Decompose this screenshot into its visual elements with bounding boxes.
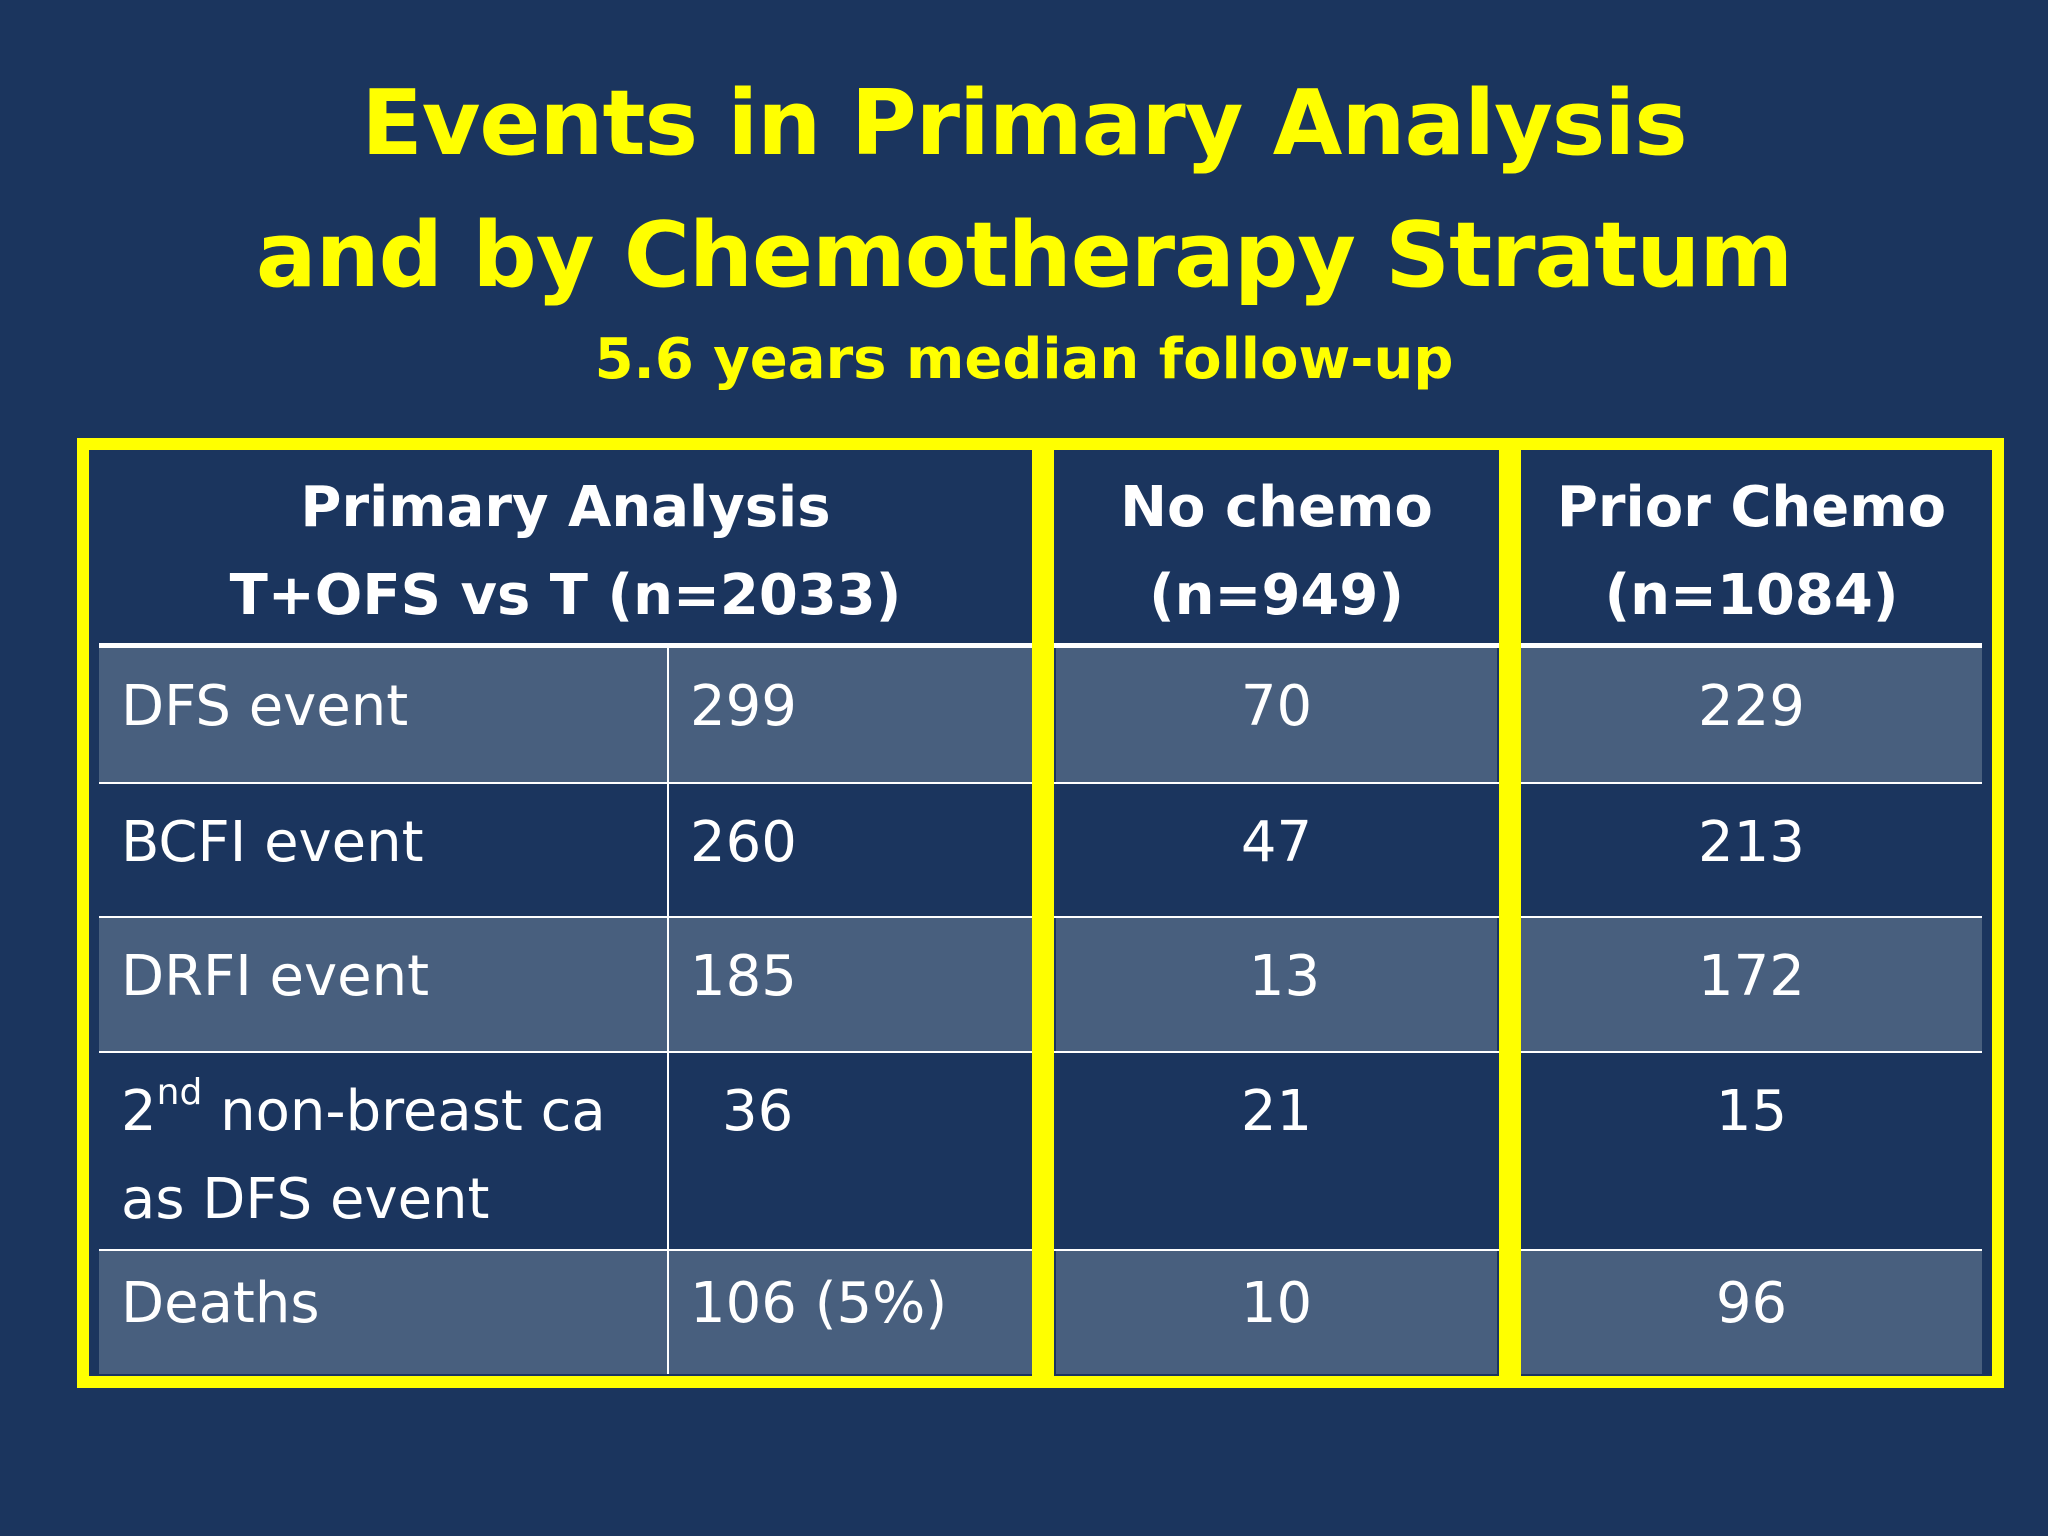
- row-second-cancer-label-line-2: as DFS event: [121, 1167, 490, 1232]
- title-line-2: and by Chemotherapy Stratum: [255, 203, 1793, 308]
- row-dfs-label: DFS event: [99, 647, 668, 783]
- slide-title: Events in Primary Analysis and by Chemot…: [0, 58, 2048, 322]
- row-drfi-primary: 185: [668, 917, 1032, 1052]
- primary-analysis-highlight: [77, 438, 1054, 1388]
- header-primary-line-1: Primary Analysis: [300, 475, 831, 540]
- header-primary-line-2: T+OFS vs T (n=2033): [229, 563, 902, 628]
- header-no-chemo-line-2: (n=949): [1149, 563, 1404, 628]
- prior-chemo-highlight: [1499, 438, 2004, 1388]
- row-dfs-no-chemo: 70: [1056, 647, 1497, 783]
- row-drfi-label: DRFI event: [99, 917, 668, 1052]
- row-second-cancer-prior-chemo: 15: [1521, 1052, 1982, 1250]
- row-second-cancer-no-chemo: 21: [1056, 1052, 1497, 1250]
- row-drfi-prior-chemo: 172: [1521, 917, 1982, 1052]
- header-prior-chemo-line-2: (n=1084): [1604, 563, 1899, 628]
- header-prior-chemo: Prior Chemo (n=1084): [1521, 452, 1982, 643]
- row-deaths-no-chemo: 10: [1056, 1250, 1497, 1374]
- ordinal-suffix: nd: [156, 1072, 203, 1114]
- header-no-chemo-line-1: No chemo: [1120, 475, 1433, 540]
- row-second-cancer-label-line-1: 2nd non-breast ca: [121, 1068, 668, 1156]
- row-deaths-prior-chemo: 96: [1521, 1250, 1982, 1374]
- title-line-1: Events in Primary Analysis: [361, 71, 1688, 176]
- row-dfs-prior-chemo: 229: [1521, 647, 1982, 783]
- row-second-cancer-label-rest: non-breast ca: [202, 1079, 606, 1144]
- row-bcfi-label: BCFI event: [99, 783, 668, 917]
- no-chemo-highlight: [1032, 438, 1521, 1388]
- header-no-chemo: No chemo (n=949): [1056, 452, 1497, 643]
- column-divider-label: [667, 647, 669, 1374]
- row-bcfi-prior-chemo: 213: [1521, 783, 1982, 917]
- row-drfi-no-chemo: 13: [1056, 917, 1497, 1052]
- row-second-cancer-label: 2nd non-breast ca as DFS event: [99, 1052, 668, 1250]
- header-prior-chemo-line-1: Prior Chemo: [1556, 475, 1947, 540]
- events-table: Primary Analysis T+OFS vs T (n=2033) No …: [77, 438, 2004, 1388]
- row-deaths-label: Deaths: [99, 1250, 668, 1374]
- row-bcfi-primary: 260: [668, 783, 1032, 917]
- slide-subtitle: 5.6 years median follow-up: [594, 327, 1454, 392]
- row-dfs-primary: 299: [668, 647, 1032, 783]
- header-primary-analysis: Primary Analysis T+OFS vs T (n=2033): [99, 452, 1032, 643]
- row-second-cancer-primary: 36: [668, 1052, 1032, 1250]
- row-bcfi-no-chemo: 47: [1056, 783, 1497, 917]
- row-deaths-primary: 106 (5%): [668, 1250, 1032, 1374]
- ordinal-number: 2: [121, 1079, 157, 1144]
